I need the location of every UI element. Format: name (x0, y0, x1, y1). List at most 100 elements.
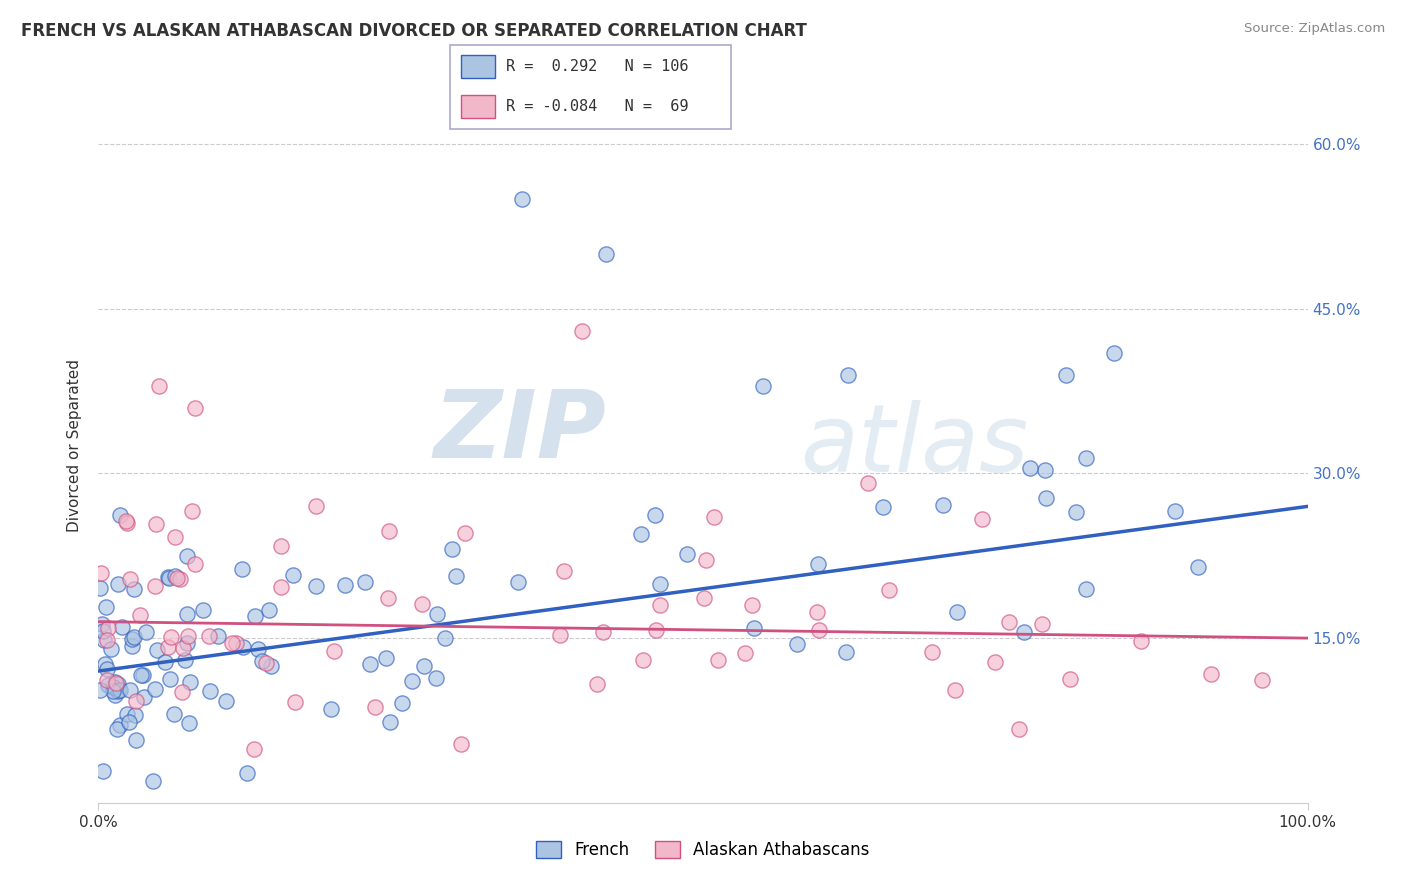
Point (89, 581, 111, 595)
Point (183, 557, 205, 571)
Point (377, 591, 399, 606)
Point (193, 603, 215, 617)
Point (236, 765, 259, 780)
Point (1130, 633, 1153, 648)
Point (401, 673, 423, 688)
Point (1201, 667, 1223, 681)
Point (413, 659, 436, 673)
Point (807, 623, 830, 637)
Point (243, 609, 266, 624)
Point (172, 685, 194, 699)
Point (108, 508, 131, 522)
Point (877, 583, 900, 598)
Point (592, 625, 614, 640)
Text: Source: ZipAtlas.com: Source: ZipAtlas.com (1244, 22, 1385, 36)
Point (630, 526, 652, 541)
Point (441, 542, 464, 557)
Point (94, 657, 117, 671)
Point (510, 192, 533, 206)
Point (454, 525, 477, 540)
Point (807, 558, 830, 572)
Legend: French, Alaskan Athabascans: French, Alaskan Athabascans (530, 834, 876, 866)
Point (93, 632, 115, 647)
Point (305, 500, 328, 514)
Point (1035, 491, 1057, 505)
Point (124, 707, 146, 722)
Point (1059, 673, 1081, 687)
Bar (461, 54, 495, 78)
Point (411, 597, 433, 611)
Point (121, 632, 143, 647)
Point (96, 633, 118, 648)
Point (166, 571, 188, 585)
Point (159, 571, 181, 585)
Point (806, 605, 828, 619)
Point (333, 578, 356, 592)
Point (548, 627, 571, 641)
Point (90, 617, 112, 632)
Point (143, 579, 166, 593)
Point (375, 651, 398, 665)
Point (122, 631, 145, 645)
Text: atlas: atlas (800, 401, 1028, 491)
Y-axis label: Divorced or Separated: Divorced or Separated (67, 359, 83, 533)
Point (1187, 559, 1209, 574)
Point (752, 378, 775, 392)
Point (260, 659, 283, 673)
Point (148, 378, 170, 392)
Point (506, 575, 529, 590)
Point (247, 642, 270, 657)
Point (353, 574, 375, 589)
Point (1035, 463, 1057, 477)
Point (135, 625, 157, 640)
Point (323, 643, 346, 657)
Point (250, 654, 273, 668)
Point (176, 549, 198, 563)
Point (644, 623, 666, 637)
Point (153, 656, 176, 670)
Point (243, 742, 266, 756)
Point (945, 683, 967, 698)
Point (179, 675, 201, 690)
Point (1164, 504, 1187, 518)
Point (184, 401, 207, 415)
Point (120, 683, 142, 698)
Point (426, 607, 449, 622)
Point (553, 564, 575, 578)
Point (450, 737, 472, 751)
Point (97, 621, 120, 635)
Point (101, 683, 124, 698)
Point (946, 605, 969, 619)
Point (172, 641, 194, 656)
Point (703, 509, 725, 524)
Point (125, 732, 148, 747)
Point (108, 718, 131, 732)
Point (91, 764, 114, 779)
Point (163, 707, 186, 722)
Point (145, 516, 167, 531)
Point (319, 702, 342, 716)
Point (157, 570, 180, 584)
Point (676, 547, 699, 561)
Point (872, 500, 894, 515)
Point (215, 694, 238, 708)
Point (595, 247, 617, 261)
Point (96, 673, 118, 688)
Point (131, 668, 153, 682)
Point (1250, 673, 1272, 688)
Point (631, 653, 654, 667)
Point (176, 636, 198, 650)
Point (128, 608, 150, 623)
Point (118, 715, 141, 730)
Point (1064, 505, 1087, 519)
Point (586, 677, 609, 691)
Text: R = -0.084   N =  69: R = -0.084 N = 69 (506, 99, 689, 114)
Point (125, 694, 148, 708)
Point (157, 640, 180, 654)
Point (1074, 582, 1097, 596)
Point (120, 572, 142, 586)
Point (644, 508, 666, 523)
Point (117, 706, 139, 721)
Point (89, 683, 111, 698)
Point (693, 591, 716, 605)
